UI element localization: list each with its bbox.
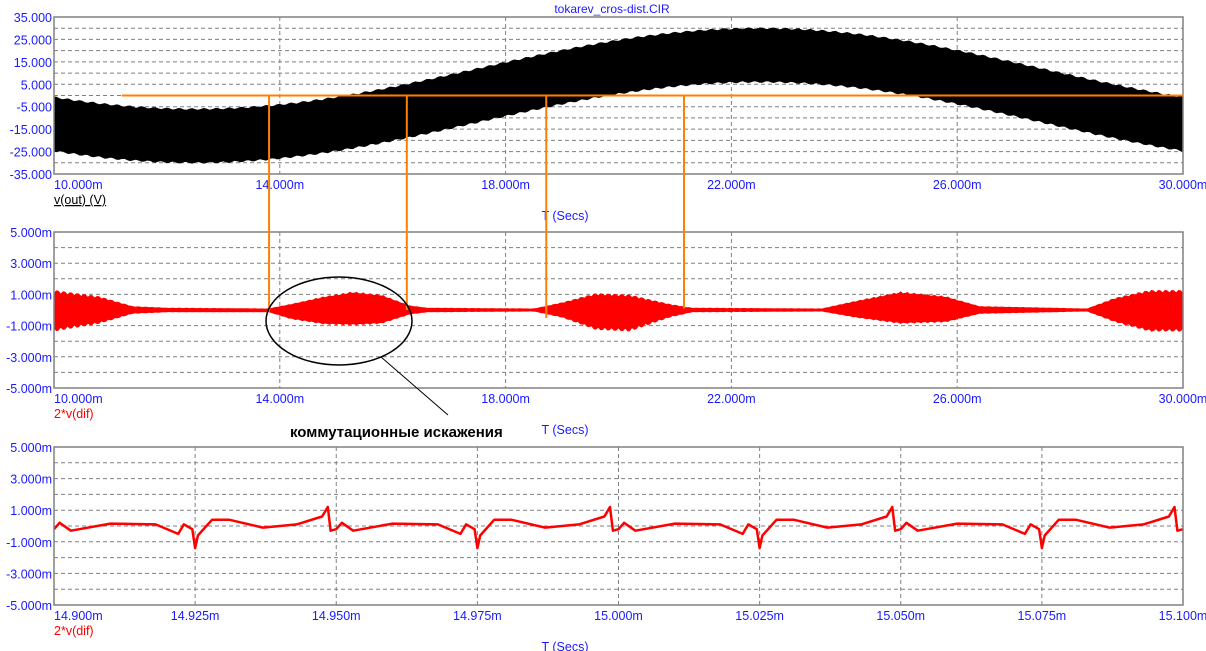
plot-frame: [53, 446, 1184, 606]
y-tick-label: 25.000: [14, 33, 52, 47]
y-tick-label: -25.000: [10, 146, 52, 160]
x-tick-label: 18.000m: [481, 392, 530, 406]
annotation-text: коммутационные искажения: [290, 424, 503, 441]
y-tick-label: -1.000m: [6, 320, 52, 334]
x-axis-label: T (Secs): [542, 209, 589, 223]
plot-vout: 10.000m 14.000m 18.000m 22.000m 26.000m 30.00…: [10, 11, 1206, 223]
y-tick-label: 3.000m: [10, 257, 52, 271]
distortion-annotation: коммутационные искажения: [265, 276, 503, 441]
plot-frame: [53, 231, 1184, 389]
dif-waveform: [54, 289, 1183, 332]
x-tick-label: 10.000m: [54, 392, 103, 406]
y-tick-label: 1.000m: [10, 288, 52, 302]
y-tick-label: 5.000m: [10, 441, 52, 455]
x-tick-label: 30.000m: [1159, 178, 1206, 192]
y-tick-label: -1.000m: [6, 536, 52, 550]
y-tick-label: 5.000m: [10, 226, 52, 240]
x-tick-label: 15.050m: [876, 609, 925, 623]
y-tick-label: 5.000: [21, 78, 52, 92]
x-tick-label: 15.025m: [735, 609, 784, 623]
x-tick-label: 15.075m: [1018, 609, 1067, 623]
x-tick-label: 14.925m: [171, 609, 220, 623]
series-label: 2*v(dif): [54, 407, 94, 421]
cursors[interactable]: [121, 94, 1183, 319]
series-label: v(out) (V): [54, 193, 106, 207]
x-axis-label: T (Secs): [542, 423, 589, 437]
x-tick-label: 14.950m: [312, 609, 361, 623]
y-tick-label: 1.000m: [10, 504, 52, 518]
series-label: 2*v(dif): [54, 624, 94, 638]
x-tick-label: 15.100m: [1159, 609, 1206, 623]
x-tick-label: 14.975m: [453, 609, 502, 623]
x-tick-label: 14.000m: [255, 178, 304, 192]
x-tick-label: 22.000m: [707, 178, 756, 192]
y-tick-label: 15.000: [14, 56, 52, 70]
annotation-ellipse: [265, 276, 413, 366]
plot-dif-overview: 10.000m 14.000m 18.000m 22.000m 26.000m 30.00…: [6, 226, 1206, 437]
x-tick-label: 15.000m: [594, 609, 643, 623]
plot-dif-zoom: 14.900m 14.925m 14.950m 14.975m 15.000m 15.02…: [6, 441, 1206, 651]
y-tick-label: -5.000m: [6, 599, 52, 613]
y-tick-label: -3.000m: [6, 567, 52, 581]
x-tick-label: 18.000m: [481, 178, 530, 192]
x-tick-label: 14.000m: [255, 392, 304, 406]
y-tick-label: -15.000: [10, 123, 52, 137]
x-tick-label: 10.000m: [54, 178, 103, 192]
x-tick-label: 26.000m: [933, 178, 982, 192]
y-tick-label: -5.000m: [6, 382, 52, 396]
y-tick-label: 3.000m: [10, 473, 52, 487]
x-tick-label: 22.000m: [707, 392, 756, 406]
x-tick-label: 14.900m: [54, 609, 103, 623]
x-axis-label: T (Secs): [542, 640, 589, 651]
vout-waveform: [54, 27, 1183, 164]
y-tick-label: 35.000: [14, 11, 52, 25]
circuit-title: tokarev_cros-dist.CIR: [554, 2, 670, 16]
y-tick-label: -5.000: [17, 101, 52, 115]
dif-zoom-waveform: [53, 505, 1184, 550]
y-tick-label: -35.000: [10, 168, 52, 182]
y-tick-label: -3.000m: [6, 351, 52, 365]
annotation-pointer: [380, 356, 449, 416]
x-tick-label: 26.000m: [933, 392, 982, 406]
x-tick-label: 30.000m: [1159, 392, 1206, 406]
